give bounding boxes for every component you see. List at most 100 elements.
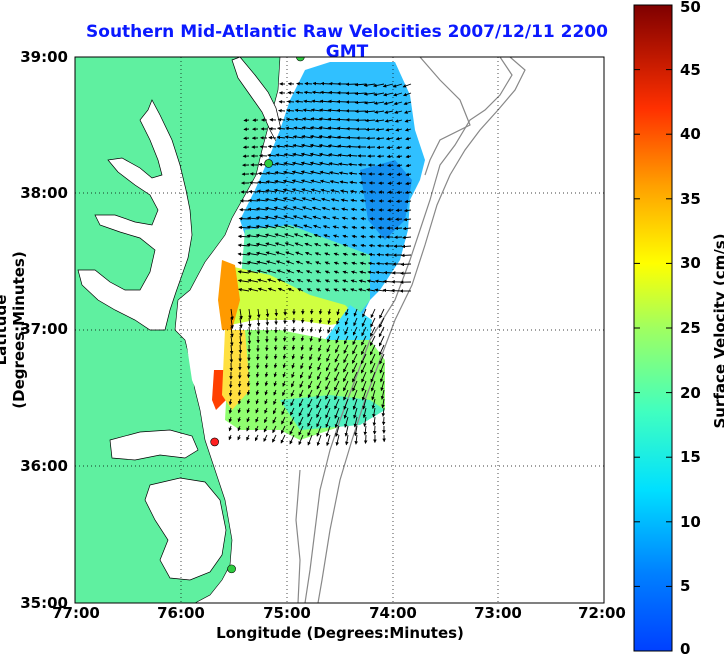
velocity-arrow [283, 206, 295, 211]
velocity-arrow [375, 136, 385, 141]
velocity-arrow [247, 317, 252, 328]
velocity-arrow [307, 416, 313, 427]
velocity-arrow [274, 224, 286, 229]
velocity-arrow [237, 434, 241, 441]
velocity-arrow [405, 181, 412, 186]
velocity-arrow [304, 251, 313, 256]
velocity-arrow [374, 279, 385, 284]
velocity-arrow [360, 207, 367, 212]
velocity-arrow [255, 389, 260, 396]
velocity-arrow [334, 362, 340, 373]
velocity-arrow [402, 235, 412, 240]
velocity-arrow [291, 335, 296, 342]
chesapeake-bay [77, 99, 193, 331]
velocity-arrow [293, 117, 304, 122]
pamlico-sound [144, 477, 227, 581]
velocity-arrow [327, 326, 331, 334]
velocity-arrow [342, 371, 349, 383]
velocity-arrow [350, 207, 358, 212]
x-tick-label: 72:00 [578, 604, 626, 622]
velocity-arrow [334, 407, 340, 419]
velocity-arrow [255, 398, 260, 405]
velocity-arrow [282, 371, 286, 378]
velocity-arrow [255, 416, 259, 423]
velocity-arrow [282, 353, 287, 360]
velocity-arrow [298, 425, 304, 436]
colorbar-tick-label: 45 [680, 60, 701, 79]
velocity-arrow [243, 127, 250, 131]
velocity-arrow [255, 362, 260, 370]
velocity-arrow [282, 362, 287, 369]
velocity-arrow [343, 344, 349, 354]
velocity-arrow [325, 371, 331, 381]
velocity-arrow [343, 362, 349, 373]
velocity-arrow [272, 434, 277, 443]
velocity-arrow [324, 288, 331, 292]
velocity-arrow [402, 226, 412, 231]
velocity-arrow [400, 253, 412, 258]
velocity-arrow [307, 434, 313, 446]
velocity-arrow [247, 287, 259, 292]
velocity-arrow [332, 234, 340, 238]
y-tick-label: 38:00 [20, 184, 68, 202]
x-axis-label: Longitude (Degrees:Minutes) [216, 624, 464, 642]
velocity-arrow [299, 389, 304, 398]
velocity-arrow [273, 380, 278, 387]
velocity-arrow [237, 380, 242, 388]
velocity-arrow [313, 233, 322, 238]
velocity-arrow [362, 398, 367, 410]
velocity-arrow [360, 362, 367, 374]
velocity-arrow [298, 407, 304, 417]
velocity-arrow [326, 344, 331, 353]
velocity-arrow [354, 109, 367, 114]
velocity-arrow [351, 225, 358, 230]
velocity-arrow [326, 434, 331, 447]
velocity-arrow [359, 261, 367, 266]
velocity-arrow [228, 407, 233, 414]
velocity-arrow [395, 208, 403, 213]
velocity-arrow [322, 215, 331, 220]
velocity-arrow [309, 308, 314, 315]
velocity-arrow [246, 407, 251, 414]
velocity-arrow [360, 252, 367, 257]
velocity-arrow [310, 179, 322, 184]
velocity-arrow [248, 308, 252, 320]
colorbar-tick-label: 20 [680, 383, 701, 402]
velocity-arrow [311, 197, 322, 202]
velocity-arrow [257, 180, 268, 185]
velocity-arrow [317, 362, 322, 371]
axes-frame [74, 56, 605, 604]
velocity-arrow [283, 215, 295, 220]
velocity-arrow [318, 326, 323, 334]
velocity-arrow [315, 261, 322, 265]
velocity-arrow [284, 135, 295, 139]
velocity-arrow [373, 101, 385, 105]
velocity-arrow [294, 242, 304, 247]
velocity-arrow [274, 233, 286, 238]
velocity-arrow [300, 344, 305, 351]
velocity-arrow [338, 171, 349, 175]
velocity-arrow [330, 189, 340, 193]
velocity-arrow [361, 389, 367, 401]
velocity-arrow [246, 434, 250, 441]
velocity-arrow [263, 434, 268, 442]
velocity-arrow [282, 389, 286, 397]
velocity-arrow [257, 171, 268, 176]
velocity-arrow [353, 407, 358, 419]
velocity-arrow [314, 243, 322, 247]
velocity-arrow [358, 288, 367, 292]
velocity-arrow [267, 153, 277, 158]
velocity-arrow [351, 234, 358, 239]
velocity-arrow [311, 90, 322, 95]
velocity-arrow [321, 206, 331, 211]
velocity-arrow [404, 119, 412, 123]
velocity-arrow [361, 326, 367, 337]
velocity-arrow [238, 287, 250, 292]
velocity-arrow [343, 398, 349, 410]
velocity-arrow [325, 362, 331, 372]
velocity-arrow [289, 425, 295, 435]
velocity-arrow [325, 380, 331, 391]
velocity-arrow [246, 398, 251, 405]
velocity-arrow [336, 308, 340, 316]
velocity-arrow [384, 110, 394, 114]
